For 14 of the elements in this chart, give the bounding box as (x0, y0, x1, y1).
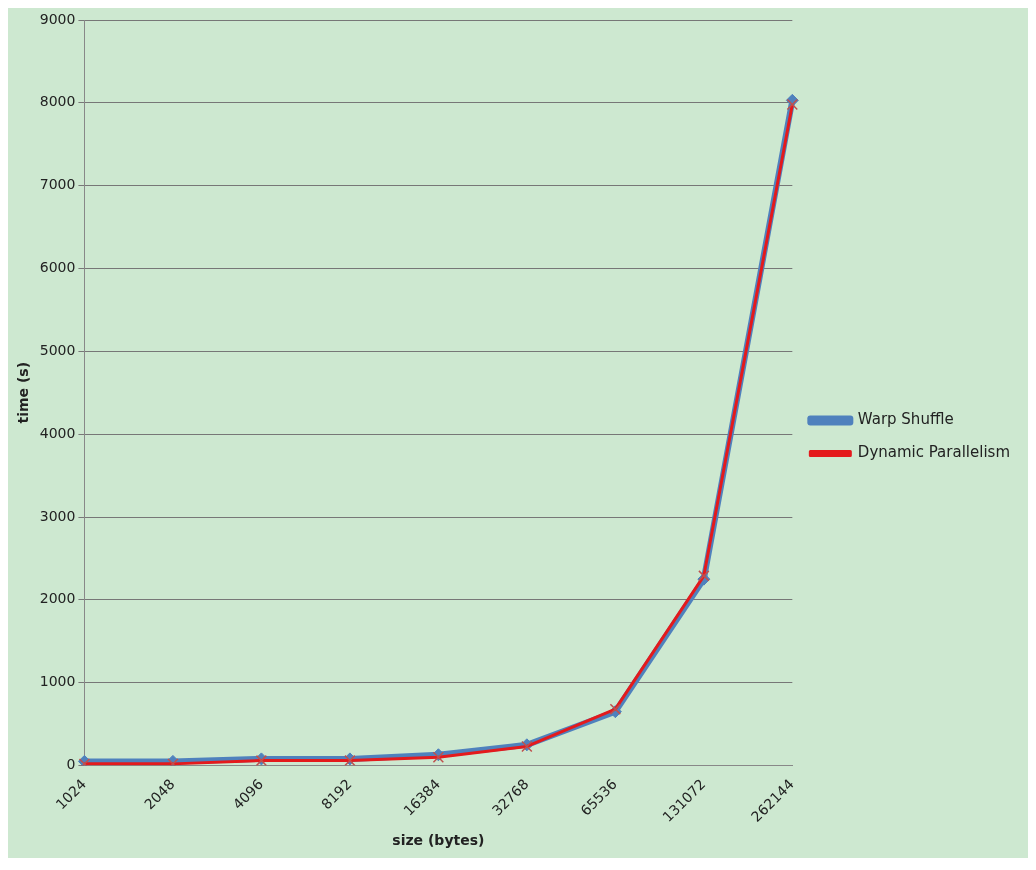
y-tick-label: 5000 (39, 341, 76, 358)
y-tick-label: 8000 (39, 93, 76, 110)
x-axis-title: size (bytes) (392, 832, 485, 849)
y-tick-label: 2000 (39, 590, 76, 607)
y-tick-label: 6000 (39, 259, 76, 276)
y-tick-label: 1000 (39, 673, 76, 690)
y-tick-label: 4000 (39, 424, 76, 441)
y-axis-title: time (s) (15, 361, 32, 424)
legend-label: Dynamic Parallelism (857, 443, 1010, 462)
y-tick-label: 9000 (39, 10, 76, 27)
legend-label: Warp Shuffle (857, 410, 954, 429)
y-tick-label: 3000 (39, 507, 76, 524)
y-tick-label: 0 (66, 756, 76, 773)
y-tick-label: 7000 (39, 176, 76, 193)
